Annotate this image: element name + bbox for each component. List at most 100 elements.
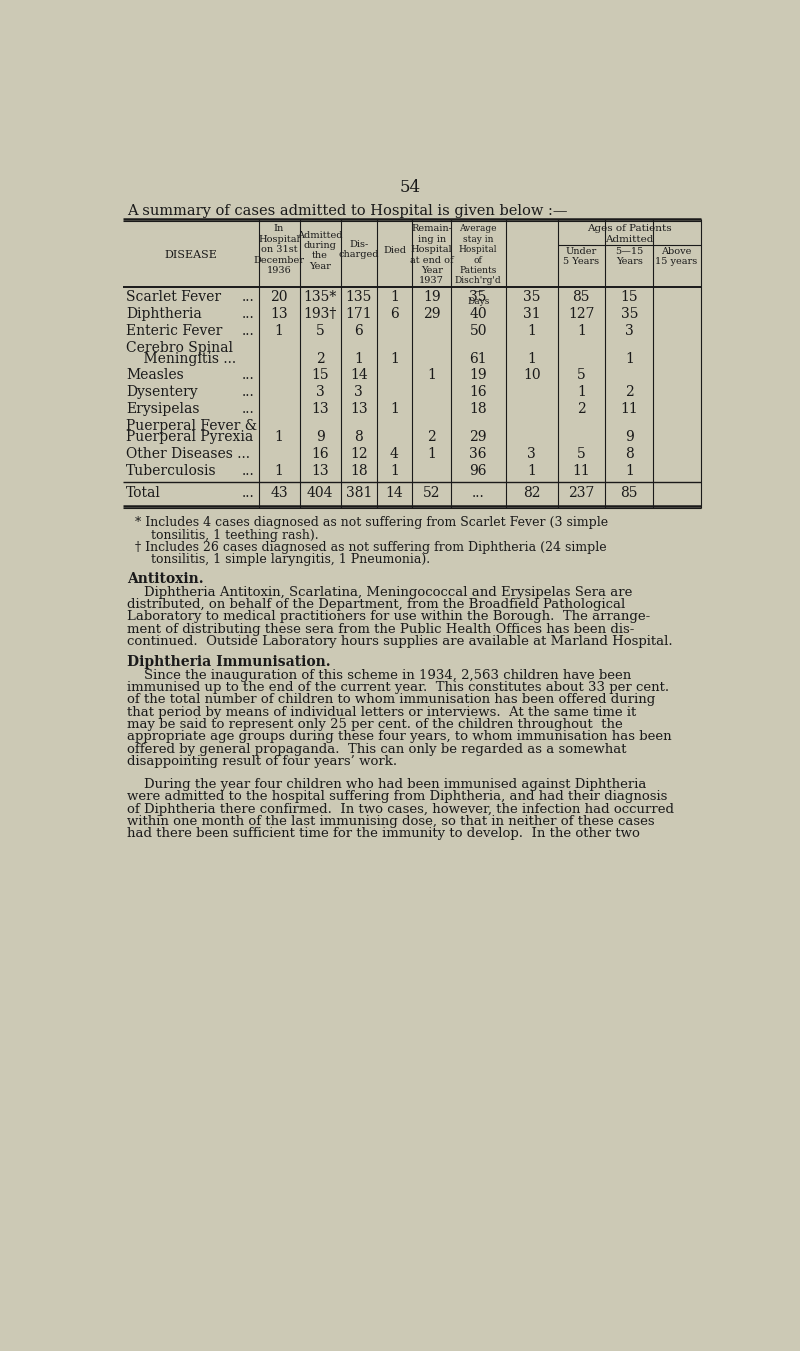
Text: During the year four children who had been immunised against Diphtheria: During the year four children who had be… <box>127 778 646 792</box>
Text: 20: 20 <box>270 290 288 304</box>
Text: Puerperal Fever &: Puerperal Fever & <box>126 419 258 434</box>
Text: Died: Died <box>383 246 406 255</box>
Text: tonsilitis, 1 simple laryngitis, 1 Pneumonia).: tonsilitis, 1 simple laryngitis, 1 Pneum… <box>135 554 430 566</box>
Text: 11: 11 <box>573 463 590 478</box>
Text: 9: 9 <box>625 430 634 444</box>
Text: had there been sufficient time for the immunity to develop.  In the other two: had there been sufficient time for the i… <box>127 827 640 840</box>
Text: that period by means of individual letters or interviews.  At the same time it: that period by means of individual lette… <box>127 705 636 719</box>
Text: Erysipelas: Erysipelas <box>126 403 200 416</box>
Text: 237: 237 <box>568 485 594 500</box>
Text: 8: 8 <box>354 430 363 444</box>
Text: 6: 6 <box>390 307 399 322</box>
Text: appropriate age groups during these four years, to whom immunisation has been: appropriate age groups during these four… <box>127 731 672 743</box>
Text: 1: 1 <box>577 324 586 338</box>
Text: 35: 35 <box>470 290 487 304</box>
Text: ...: ... <box>242 403 254 416</box>
Text: Tuberculosis: Tuberculosis <box>126 463 217 478</box>
Text: 1: 1 <box>427 447 436 461</box>
Text: 1: 1 <box>274 430 283 444</box>
Text: In
Hospital
on 31st
December
1936: In Hospital on 31st December 1936 <box>254 224 305 276</box>
Text: Ages of Patients
Admitted: Ages of Patients Admitted <box>587 224 672 245</box>
Text: 43: 43 <box>270 485 288 500</box>
Text: 1: 1 <box>390 290 399 304</box>
Text: 40: 40 <box>470 307 487 322</box>
Text: Diphtheria: Diphtheria <box>126 307 202 322</box>
Text: 18: 18 <box>350 463 368 478</box>
Text: ...: ... <box>242 290 254 304</box>
Text: Admitted
during
the
Year: Admitted during the Year <box>298 231 343 270</box>
Text: 35: 35 <box>621 307 638 322</box>
Text: 1: 1 <box>527 463 536 478</box>
Text: 16: 16 <box>311 447 329 461</box>
Text: Average
stay in
Hospital
of
Patients
Disch'rg'd
—
Days: Average stay in Hospital of Patients Dis… <box>455 224 502 307</box>
Text: offered by general propaganda.  This can only be regarded as a somewhat: offered by general propaganda. This can … <box>127 743 626 755</box>
Text: 19: 19 <box>423 290 441 304</box>
Text: 5: 5 <box>577 369 586 382</box>
Text: 1: 1 <box>274 324 283 338</box>
Text: 8: 8 <box>625 447 634 461</box>
Text: 6: 6 <box>354 324 363 338</box>
Text: 3: 3 <box>625 324 634 338</box>
Text: 127: 127 <box>568 307 594 322</box>
Text: ...: ... <box>242 463 254 478</box>
Text: Dysentery: Dysentery <box>126 385 198 400</box>
Text: 2: 2 <box>427 430 436 444</box>
Text: 15: 15 <box>311 369 329 382</box>
Text: 52: 52 <box>423 485 441 500</box>
Text: ment of distributing these sera from the Public Health Offices has been dis-: ment of distributing these sera from the… <box>127 623 634 635</box>
Text: 1: 1 <box>354 351 363 366</box>
Text: ...: ... <box>242 307 254 322</box>
Text: 50: 50 <box>470 324 487 338</box>
Text: 11: 11 <box>621 403 638 416</box>
Text: 2: 2 <box>625 385 634 400</box>
Text: distributed, on behalf of the Department, from the Broadfield Pathological: distributed, on behalf of the Department… <box>127 598 626 611</box>
Text: 5—15
Years: 5—15 Years <box>615 247 643 266</box>
Text: ...: ... <box>472 485 485 500</box>
Text: 13: 13 <box>270 307 288 322</box>
Text: 31: 31 <box>523 307 541 322</box>
Text: 1: 1 <box>527 324 536 338</box>
Text: of Diphtheria there confirmed.  In two cases, however, the infection had occurre: of Diphtheria there confirmed. In two ca… <box>127 802 674 816</box>
Text: 135: 135 <box>346 290 372 304</box>
Text: 35: 35 <box>523 290 541 304</box>
Text: 1: 1 <box>390 351 399 366</box>
Text: Total: Total <box>126 485 162 500</box>
Text: 3: 3 <box>527 447 536 461</box>
Text: 1: 1 <box>390 463 399 478</box>
Text: DISEASE: DISEASE <box>164 250 217 259</box>
Text: 135*: 135* <box>303 290 337 304</box>
Text: Diphtheria Antitoxin, Scarlatina, Meningococcal and Erysipelas Sera are: Diphtheria Antitoxin, Scarlatina, Mening… <box>127 585 633 598</box>
Text: 404: 404 <box>307 485 334 500</box>
Text: 16: 16 <box>470 385 487 400</box>
Text: 1: 1 <box>274 463 283 478</box>
Text: 13: 13 <box>311 463 329 478</box>
Text: Above
15 years: Above 15 years <box>655 247 698 266</box>
Text: ...: ... <box>242 385 254 400</box>
Text: Diphtheria Immunisation.: Diphtheria Immunisation. <box>127 655 330 669</box>
Text: 85: 85 <box>573 290 590 304</box>
Text: 3: 3 <box>316 385 325 400</box>
Text: 2: 2 <box>577 403 586 416</box>
Text: 193†: 193† <box>303 307 337 322</box>
Text: 15: 15 <box>621 290 638 304</box>
Text: 29: 29 <box>423 307 441 322</box>
Text: ...: ... <box>242 485 254 500</box>
Text: were admitted to the hospital suffering from Diphtheria, and had their diagnosis: were admitted to the hospital suffering … <box>127 790 667 804</box>
Text: 18: 18 <box>470 403 487 416</box>
Text: Under
5 Years: Under 5 Years <box>563 247 599 266</box>
Text: 82: 82 <box>523 485 541 500</box>
Text: 1: 1 <box>577 385 586 400</box>
Text: immunised up to the end of the current year.  This constitutes about 33 per cent: immunised up to the end of the current y… <box>127 681 670 694</box>
Text: 5: 5 <box>316 324 325 338</box>
Text: † Includes 26 cases diagnosed as not suffering from Diphtheria (24 simple: † Includes 26 cases diagnosed as not suf… <box>135 540 606 554</box>
Text: 13: 13 <box>311 403 329 416</box>
Text: 10: 10 <box>523 369 541 382</box>
Text: Puerperal Pyrexia: Puerperal Pyrexia <box>126 430 254 444</box>
Text: ...: ... <box>242 324 254 338</box>
Text: Scarlet Fever: Scarlet Fever <box>126 290 222 304</box>
Text: may be said to represent only 25 per cent. of the children throughout  the: may be said to represent only 25 per cen… <box>127 719 623 731</box>
Text: * Includes 4 cases diagnosed as not suffering from Scarlet Fever (3 simple: * Includes 4 cases diagnosed as not suff… <box>135 516 608 530</box>
Text: disappointing result of four years’ work.: disappointing result of four years’ work… <box>127 755 398 767</box>
Text: 9: 9 <box>316 430 325 444</box>
Text: Meningitis ...: Meningitis ... <box>126 351 237 366</box>
